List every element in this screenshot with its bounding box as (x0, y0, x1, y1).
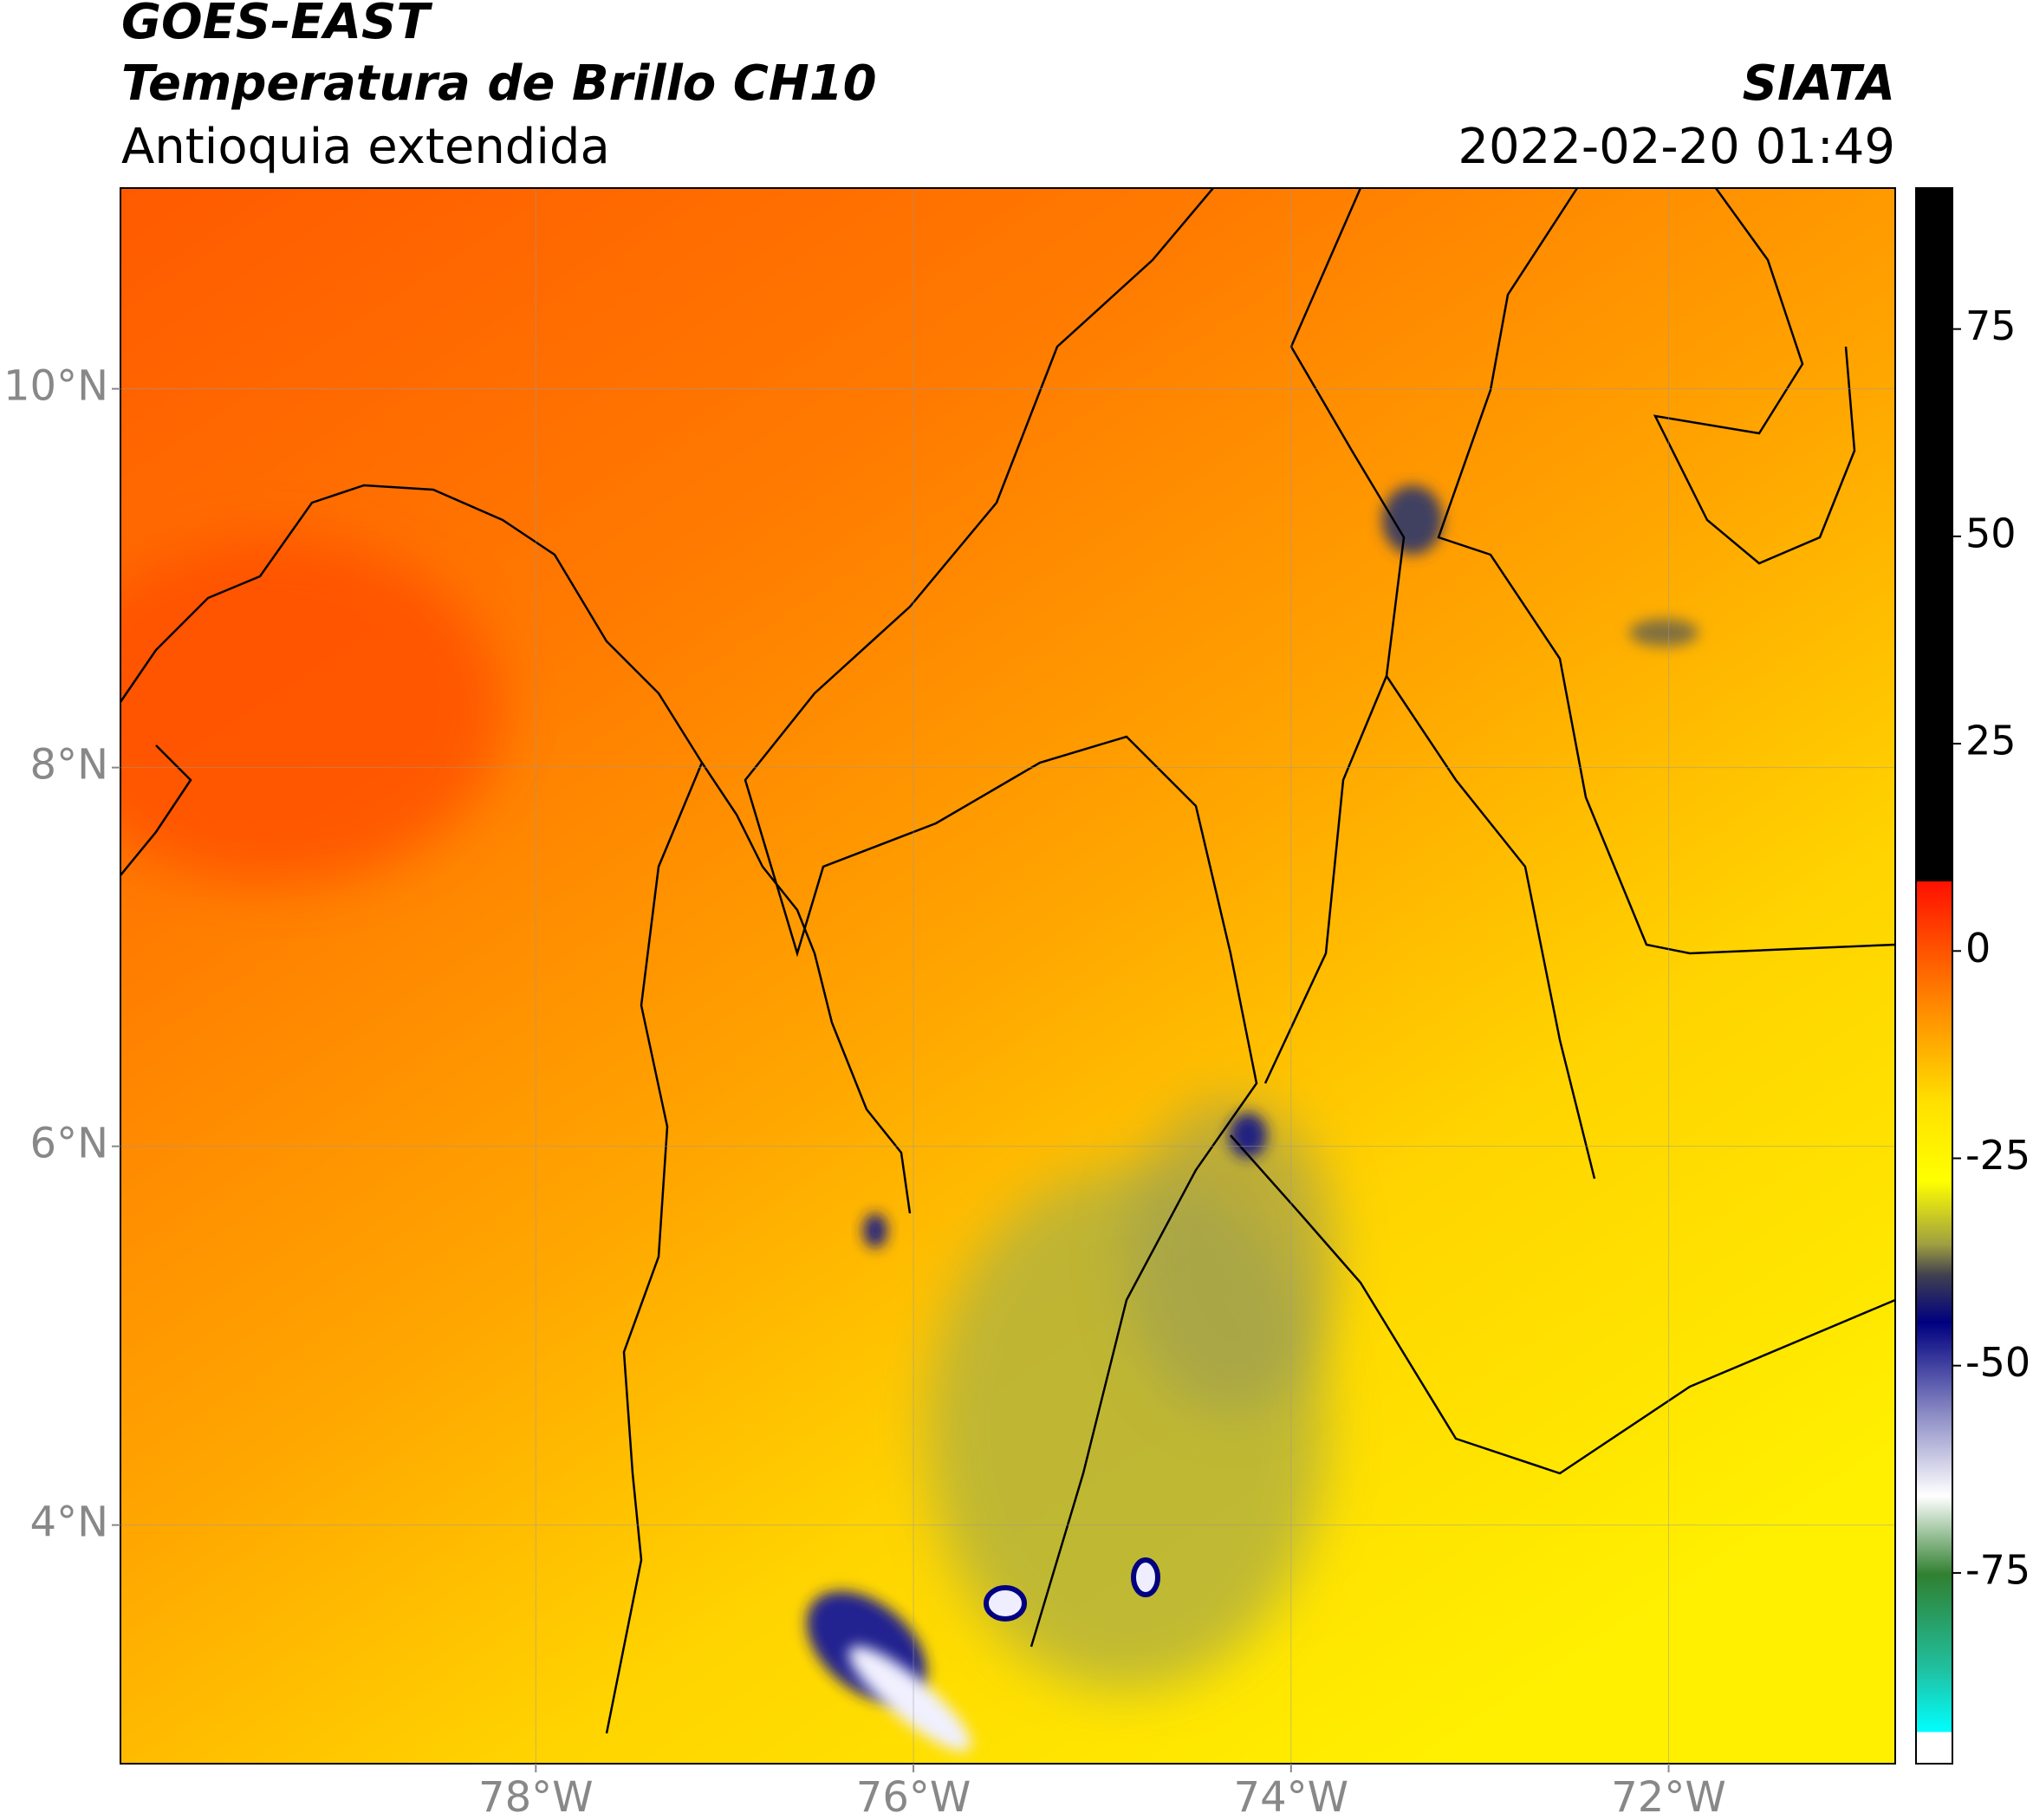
x-tick-label: 76°W (856, 1773, 971, 1820)
datetime: 2022-02-20 01:49 (1458, 119, 1895, 175)
colorbar-tick-label: -50 (1965, 1339, 2030, 1386)
source: SIATA (1743, 55, 1895, 112)
x-tick-label: 72°W (1611, 1773, 1726, 1820)
x-tick-label: 74°W (1234, 1773, 1349, 1820)
colorbar-tick-label: 75 (1965, 302, 2017, 349)
y-tick-label: 6°N (30, 1120, 108, 1168)
colorbar (1915, 187, 1953, 1765)
x-tick-label: 78°W (478, 1773, 594, 1820)
region: Antioquia extendida (121, 119, 610, 175)
map-field (120, 188, 1895, 1764)
colorbar-tick-label: -25 (1965, 1132, 2030, 1179)
title: GOES-EAST (121, 0, 432, 50)
y-tick-label: 8°N (30, 741, 108, 790)
colorbar-tick-label: 50 (1965, 510, 2017, 556)
grid (120, 188, 1895, 1764)
colorbar-tick-label: 25 (1965, 718, 2017, 764)
subtitle: Temperatura de Brillo CH10 (121, 55, 877, 112)
y-tick-label: 10°N (3, 362, 108, 411)
map-frame (120, 187, 1896, 1765)
colorbar-tick-label: -75 (1965, 1546, 2030, 1593)
colorbar-tick-label: 0 (1965, 925, 1991, 972)
y-tick-label: 4°N (30, 1498, 108, 1547)
